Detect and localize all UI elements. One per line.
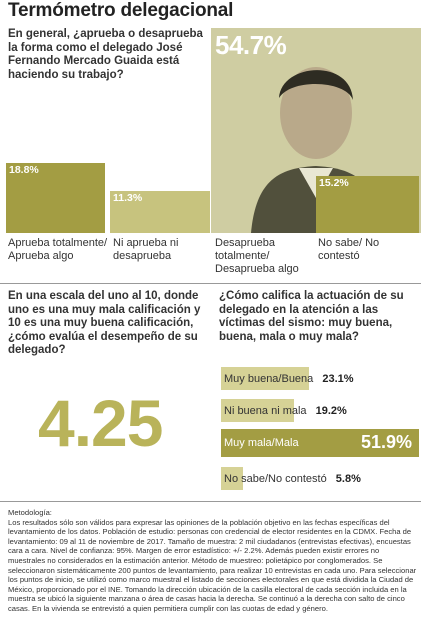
q3-bar (221, 367, 310, 390)
q1-question: En general, ¿aprueba o desaprueba la for… (8, 28, 203, 81)
q1-category-label: Desaprueba totalmente/ Desaprueba algo (215, 237, 299, 275)
q3-question: ¿Cómo califica la actuación de su delega… (219, 290, 404, 343)
q3-category-label: Muy buena/Buena (224, 373, 314, 385)
q3-category-label: Muy mala/Mala (224, 437, 299, 449)
q3-bar-label: Muy buena/Buena 23.1% (224, 373, 354, 385)
methodology-text: Los resultados sólo son válidos para exp… (8, 517, 417, 613)
q3-bar-value-label: 19.2% (312, 405, 347, 417)
q3-bar-label: Muy mala/Mala (224, 437, 299, 449)
page-title: Termómetro delegacional (8, 0, 234, 21)
q1-bar-value-label: 11.3% (113, 191, 143, 204)
q3-bar-label: Ni buena ni mala 19.2% (224, 405, 347, 417)
q1-bar-value-label: 15.2% (319, 177, 349, 190)
q1-bar: 18.8% (6, 162, 105, 233)
q3-bar (221, 429, 419, 457)
q1-category-label: No sabe/ No contestó (318, 237, 380, 262)
q3-bar (221, 399, 295, 422)
q1-bar-value-label: 18.8% (9, 163, 39, 176)
q3-bar-value-label: 23.1% (319, 373, 354, 385)
q3-bar-value-label: 51.9% (361, 432, 413, 452)
q1-bar: 11.3% (110, 190, 210, 233)
q2-score-value: 4.25 (38, 386, 163, 460)
q3-bar-value-label: 5.8% (332, 473, 361, 485)
q1-category-label: Aprueba totalmente/ Aprueba algo (8, 237, 108, 262)
section-divider (0, 283, 421, 284)
q3-bar-label: No sabe/No contestó 5.8% (224, 473, 361, 485)
q1-highlight-value: 54.7% (215, 30, 287, 60)
q1-bar: 15.2% (316, 176, 419, 233)
delegate-photo: 54.7% (211, 28, 421, 233)
q3-category-label: No sabe/No contestó (224, 473, 327, 485)
methodology-note: Metodología: Los resultados sólo son vál… (8, 508, 418, 614)
section-divider (0, 501, 421, 502)
methodology-heading: Metodología: (8, 508, 52, 517)
q2-question: En una escala del uno al 10, donde uno e… (8, 290, 201, 356)
q1-category-label: Ni aprueba ni desaprueba (113, 237, 179, 262)
q3-category-label: Ni buena ni mala (224, 405, 307, 417)
q3-bar (221, 467, 244, 490)
